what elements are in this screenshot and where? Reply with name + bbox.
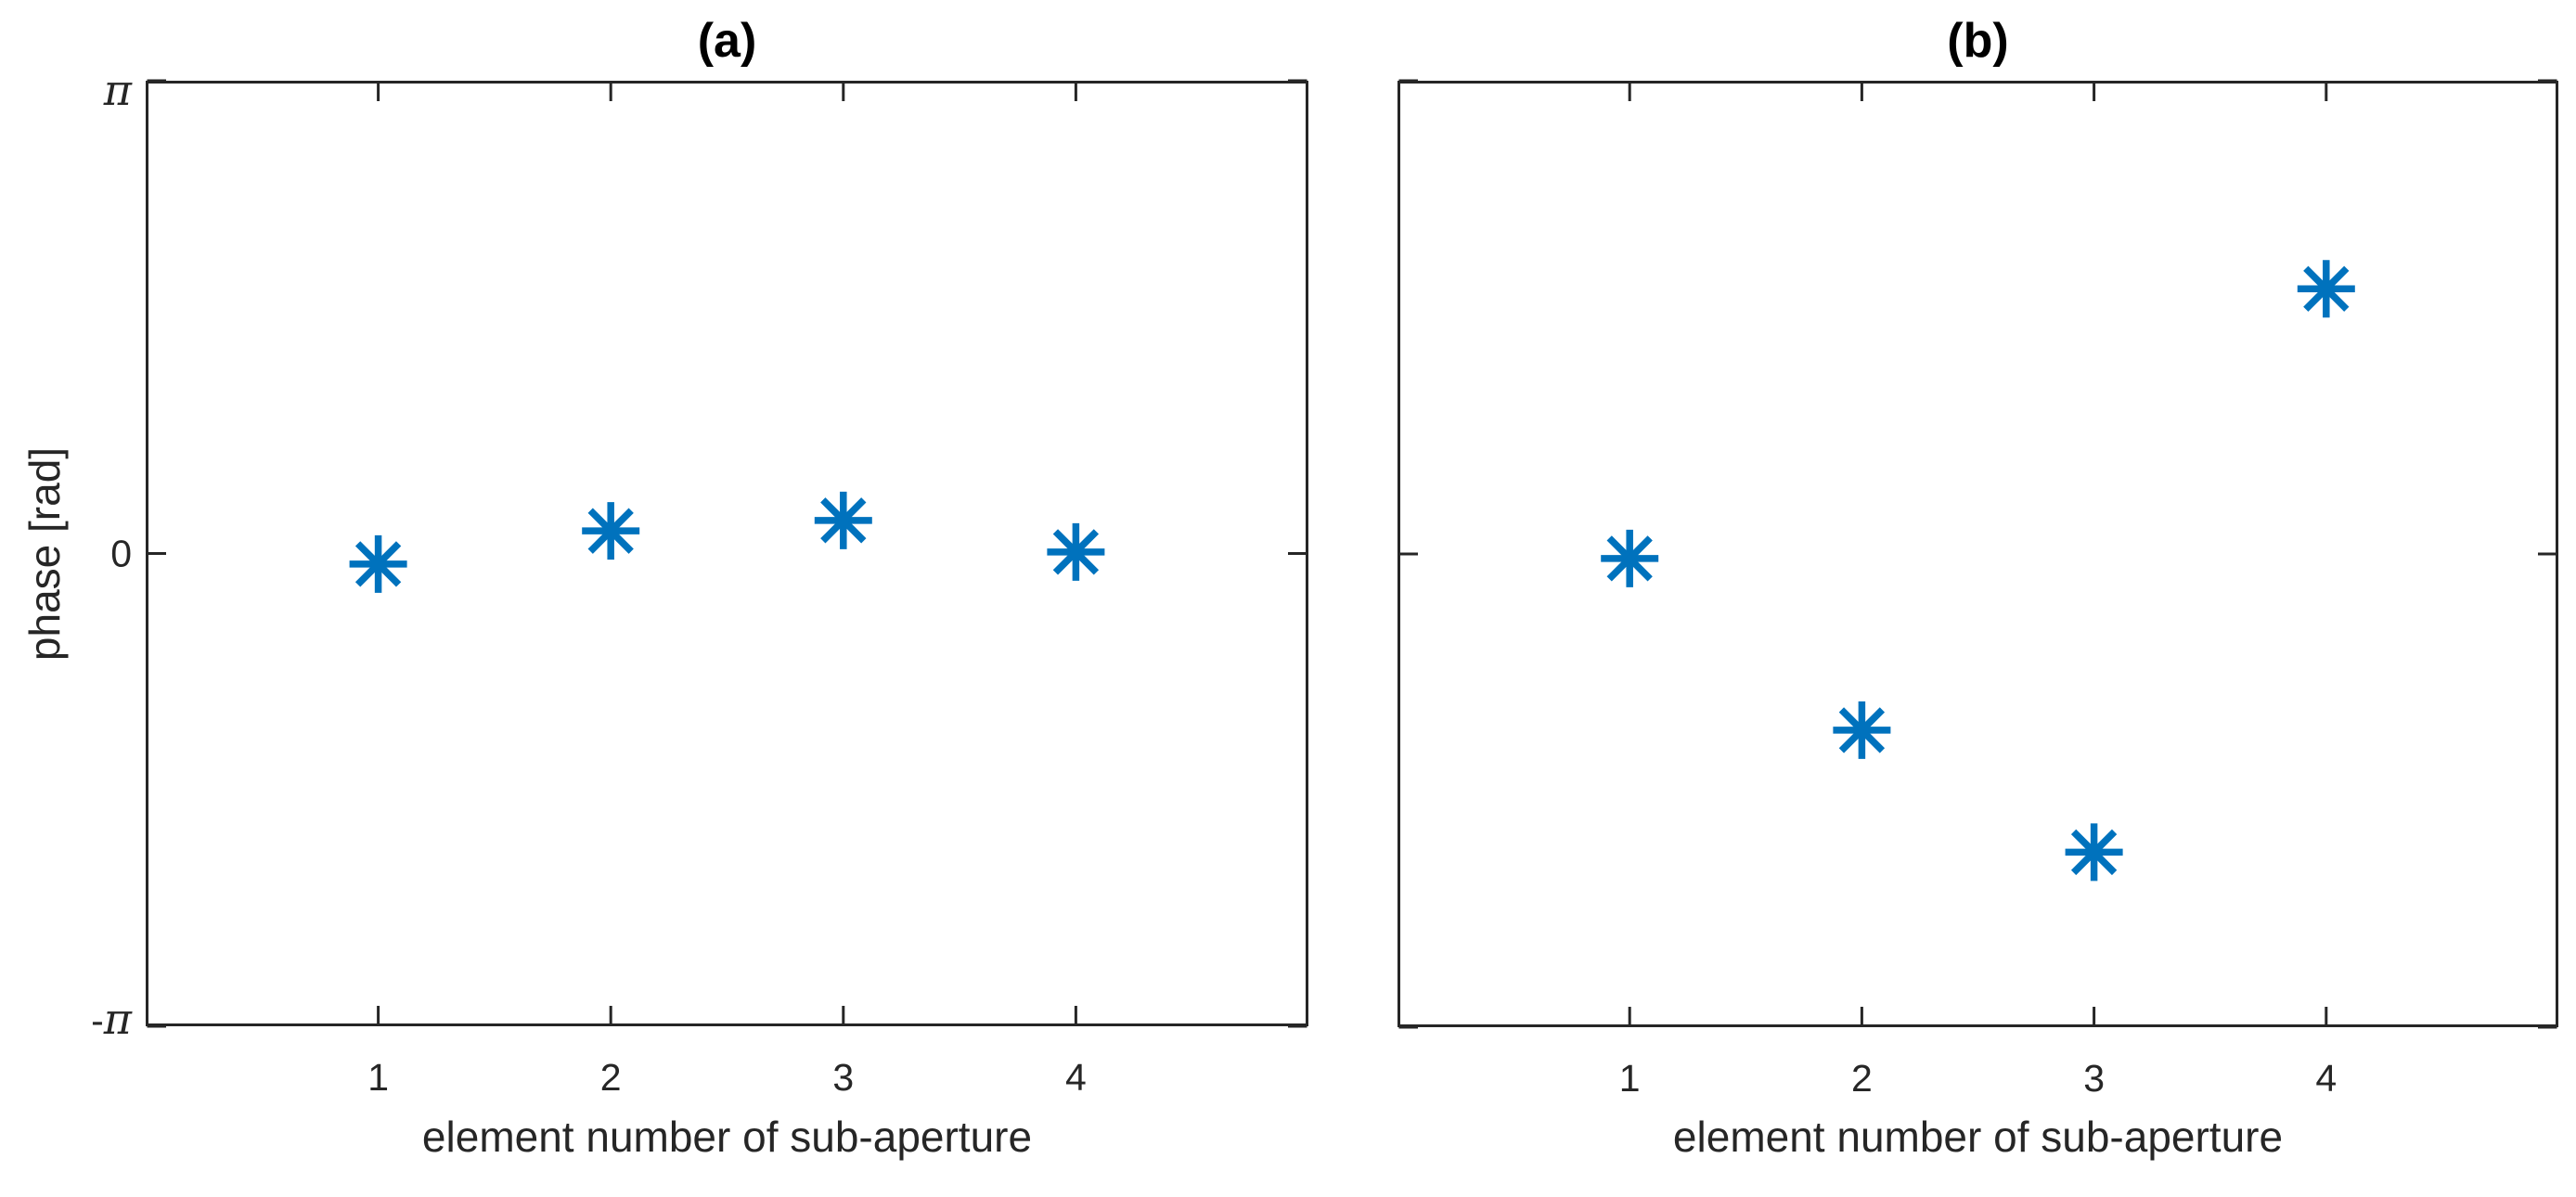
x-tick-label: 3	[2083, 1057, 2105, 1100]
x-tick-label: 1	[1618, 1057, 1641, 1100]
x-tick-label: 2	[599, 1056, 622, 1099]
panel-a-title: (a)	[697, 14, 757, 68]
axes-box	[1397, 81, 2558, 1027]
panel-b-plot-area	[1397, 79, 2558, 1029]
y-tick-label: -π	[91, 994, 132, 1044]
y-tick-label: π	[104, 65, 132, 115]
panel-a-x-axis-label: element number of sub-aperture	[421, 1113, 1033, 1161]
data-point-marker	[1047, 522, 1105, 581]
axes-box	[146, 81, 1308, 1026]
data-point-marker	[1601, 529, 1659, 587]
x-tick-label: 3	[832, 1056, 855, 1099]
y-tick-label: 0	[110, 532, 132, 574]
data-point-marker	[2065, 823, 2123, 882]
data-point-marker	[814, 491, 872, 549]
panel-a-plot-area	[146, 79, 1308, 1028]
pi-symbol: π	[103, 994, 132, 1044]
data-point-marker	[582, 502, 640, 560]
panel-b-x-axis-label: element number of sub-aperture	[1672, 1113, 2284, 1161]
x-tick-label: 2	[1850, 1057, 1873, 1100]
pi-symbol: π	[103, 65, 132, 115]
data-point-marker	[349, 534, 407, 593]
panel-b-title: (b)	[1947, 14, 2009, 68]
panel-a-y-axis-label: phase [rad]	[20, 446, 69, 661]
x-tick-label: 1	[367, 1056, 389, 1099]
x-tick-label: 4	[2315, 1057, 2338, 1100]
x-tick-label: 4	[1064, 1056, 1087, 1099]
data-point-marker	[2297, 260, 2355, 318]
data-point-marker	[1833, 701, 1891, 759]
